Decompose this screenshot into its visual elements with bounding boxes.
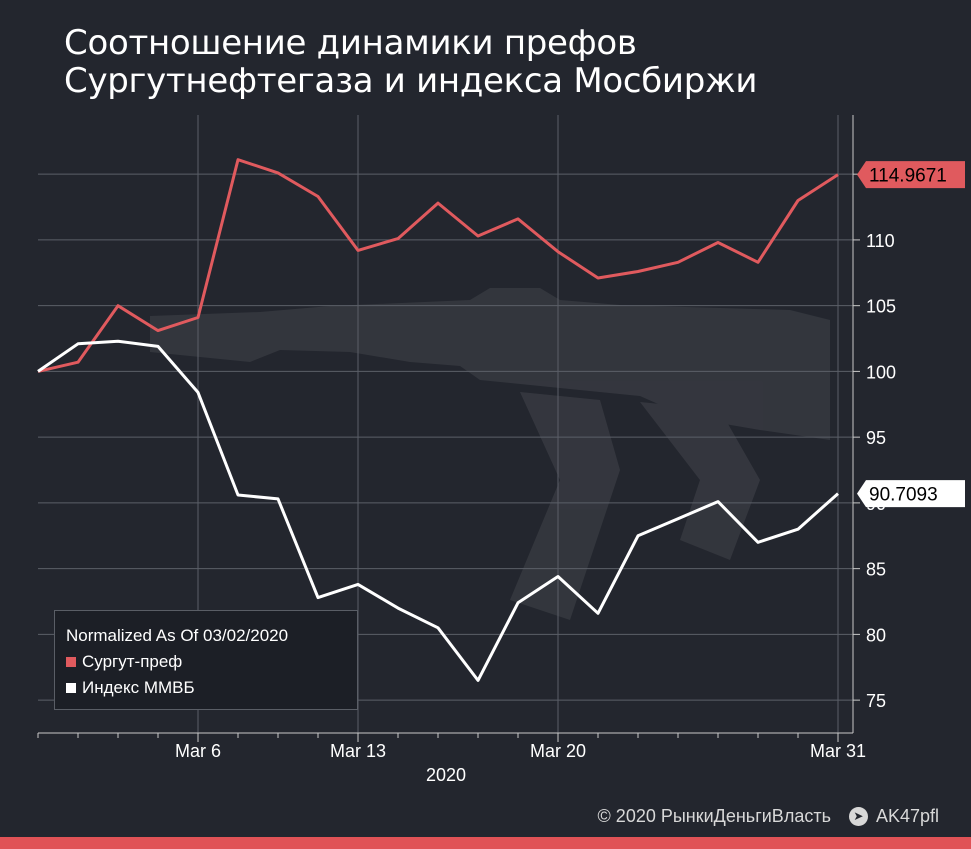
- legend-swatch-surgut: [66, 657, 76, 667]
- copyright-text: © 2020 РынкиДеньгиВласть: [597, 806, 831, 826]
- x-tick-label-2020-03-20: Mar 20: [530, 741, 586, 761]
- last-value-label-1: 90.7093: [869, 485, 938, 506]
- y-tick-label-80: 80: [866, 625, 886, 645]
- y-axis: 7580859095100105110: [853, 173, 896, 711]
- chart-title-line-1: Соотношение динамики префов: [64, 23, 637, 63]
- footer-credit: © 2020 РынкиДеньгиВласть ➤ AK47pfl: [598, 806, 939, 827]
- chart-grid: [38, 115, 853, 733]
- y-tick-label-100: 100: [866, 362, 896, 382]
- plot-frame: [38, 115, 854, 734]
- telegram-icon: ➤: [848, 807, 868, 826]
- y-tick-label-105: 105: [866, 297, 896, 317]
- legend-label-micex: Индекс ММВБ: [82, 678, 195, 697]
- y-tick-label-110: 110: [866, 231, 895, 251]
- chart-title: Соотношение динамики префов Сургутнефтег…: [64, 24, 757, 100]
- value-tags: 114.9671 90.7093: [857, 161, 965, 508]
- series-line-1: [37, 339, 839, 682]
- x-axis-label: 2020: [426, 765, 466, 785]
- series-layer: [37, 158, 839, 682]
- last-value-label-0: 114.9671: [869, 166, 947, 187]
- y-tick-label-95: 95: [866, 428, 886, 448]
- y-tick-label-75: 75: [866, 691, 886, 711]
- legend-heading: Normalized As Of 03/02/2020: [66, 626, 289, 645]
- legend-swatch-micex: [66, 683, 76, 693]
- x-tick-label-2020-03-31: Mar 31: [810, 741, 866, 761]
- last-value-tag-0: [857, 161, 965, 189]
- x-tick-label-2020-03-13: Mar 13: [330, 741, 386, 761]
- chart-title-line-2: Сургутнефтегаза и индекса Мосбиржи: [64, 61, 758, 101]
- bottom-accent-bar: [0, 837, 971, 849]
- legend-label-surgut: Сургут-преф: [82, 652, 183, 671]
- x-axis: Mar 6 Mar 13 Mar 20 Mar 31 2020: [37, 733, 866, 785]
- x-tick-label-2020-03-06: Mar 6: [175, 741, 221, 761]
- legend-item-micex: Индекс ММВБ: [66, 675, 357, 701]
- chart-legend: Normalized As Of 03/02/2020 Сургут-преф …: [54, 610, 358, 710]
- series-line-0: [37, 158, 839, 373]
- channel-name: AK47pfl: [875, 806, 939, 826]
- legend-item-surgut: Сургут-преф: [66, 649, 357, 675]
- rifle-watermark-icon: [150, 288, 830, 620]
- y-tick-label-85: 85: [866, 560, 886, 580]
- last-value-tag-1: [857, 480, 965, 508]
